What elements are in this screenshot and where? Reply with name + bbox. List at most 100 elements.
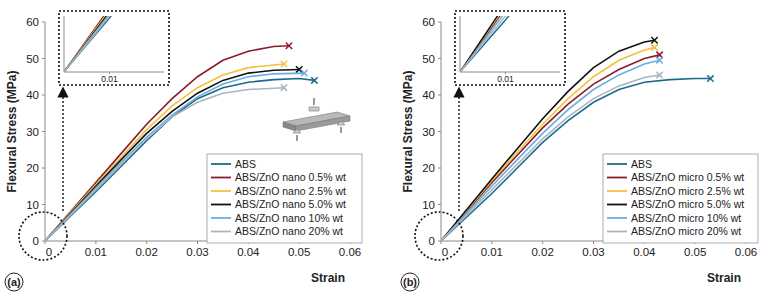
y-tick	[42, 95, 45, 96]
y-tick-label: 50	[422, 53, 435, 65]
x-tick-label: 0	[46, 246, 52, 258]
zoom-circle	[19, 212, 67, 260]
support	[337, 121, 345, 125]
y-tick	[438, 204, 441, 205]
inset-series-line	[64, 16, 164, 72]
x-tick	[441, 241, 442, 244]
inset-series-line	[64, 16, 164, 72]
legend-swatch	[211, 177, 231, 179]
end-marker	[707, 75, 713, 81]
beam-end	[283, 122, 296, 131]
y-tick-label: 50	[26, 53, 39, 65]
load-arrow	[313, 98, 315, 105]
inset-series-line	[64, 16, 164, 72]
legend-swatch	[211, 231, 231, 233]
legend-label: ABS/ZnO nano 5.0% wt	[235, 198, 346, 210]
inset-x-axis	[64, 72, 164, 73]
legend-label: ABS/ZnO nano 20% wt	[235, 225, 343, 237]
y-tick-label: 60	[422, 16, 435, 28]
x-axis-label: Strain	[707, 271, 741, 285]
zoom-circle	[415, 212, 463, 260]
x-tick	[146, 241, 147, 244]
x-tick-label: 0.04	[633, 246, 656, 258]
x-tick-label: 0.05	[684, 246, 706, 258]
inset-frame	[59, 11, 169, 85]
inset-series-line	[460, 16, 560, 72]
legend-swatch	[211, 217, 231, 219]
y-tick-label: 10	[26, 199, 39, 211]
x-tick-label: 0.05	[288, 246, 310, 258]
y-tick	[438, 95, 441, 96]
y-tick	[42, 22, 45, 23]
y-tick	[438, 58, 441, 59]
x-tick	[95, 241, 96, 244]
legend-swatch	[607, 177, 627, 179]
legend-swatch	[211, 204, 231, 206]
y-tick-label: 40	[26, 89, 39, 101]
legend-label: ABS/ZnO nano 10% wt	[235, 212, 343, 224]
legend-label: ABS/ZnO micro 20% wt	[631, 225, 741, 237]
end-marker	[651, 44, 657, 50]
x-tick	[542, 241, 543, 244]
legend: ABSABS/ZnO nano 0.5% wtABS/ZnO nano 2.5%…	[207, 154, 362, 243]
inset-x-tick-label: 0.01	[101, 74, 118, 84]
y-tick-label: 20	[422, 162, 435, 174]
inset-frame	[455, 11, 565, 85]
inset-plot	[64, 16, 164, 72]
panel-label-circle	[401, 273, 419, 291]
x-tick-label: 0.03	[582, 246, 604, 258]
x-tick-label: 0.04	[237, 246, 260, 258]
y-tick-label: 60	[26, 16, 39, 28]
panel: 010203040506000.010.020.030.040.050.06Fl…	[5, 0, 362, 291]
x-axis-label: Strain	[311, 271, 345, 285]
end-marker	[311, 77, 317, 83]
end-marker	[656, 57, 662, 63]
y-tick-label: 30	[26, 126, 39, 138]
y-tick-label: 30	[422, 126, 435, 138]
y-tick-label: 0	[429, 235, 435, 247]
legend-label: ABS/ZnO micro 0.5% wt	[631, 171, 744, 183]
y-tick	[438, 22, 441, 23]
inset-series-line	[64, 16, 164, 72]
inset-series-line	[64, 16, 164, 72]
zoom-arrow	[62, 92, 63, 211]
inset-x-axis	[460, 72, 560, 73]
end-marker	[286, 43, 292, 49]
inset-series-line	[460, 16, 560, 72]
x-tick	[491, 241, 492, 244]
panel-label: (b)	[403, 276, 417, 288]
zoom-arrow	[458, 92, 459, 211]
figure: 0 10 20 30 40 50 60 0 0.01 0.02 0.03 0.04 0.05 0.06 Fl…	[0, 0, 761, 296]
legend-frame	[603, 154, 758, 243]
panel-label-circle	[5, 273, 23, 291]
legend-swatch	[607, 163, 627, 165]
x-tick-label: 0.06	[735, 246, 757, 258]
end-marker	[281, 61, 287, 67]
legend-swatch	[607, 231, 627, 233]
y-tick	[42, 131, 45, 132]
x-tick-label: 0.01	[85, 246, 107, 258]
y-tick	[438, 131, 441, 132]
legend-swatch	[607, 190, 627, 192]
x-tick	[593, 241, 594, 244]
y-tick	[438, 168, 441, 169]
y-tick	[42, 168, 45, 169]
x-tick-label: 0.02	[135, 246, 157, 258]
panel: 010203040506000.010.020.030.040.050.06Fl…	[401, 0, 758, 291]
inset-series-line	[460, 16, 560, 72]
y-axis-label: Flexural Stress (MPa)	[401, 70, 415, 192]
y-tick	[42, 204, 45, 205]
inset-x-tick-label: 0.01	[497, 74, 514, 84]
legend-frame	[207, 154, 362, 243]
inset-series-line	[460, 16, 560, 72]
end-marker	[656, 72, 662, 78]
legend-label: ABS/ZnO micro 5.0% wt	[631, 198, 744, 210]
x-tick-label: 0.06	[339, 246, 361, 258]
inset-series-line	[64, 16, 164, 72]
legend-label: ABS/ZnO micro 2.5% wt	[631, 185, 744, 197]
inset-plot	[460, 16, 560, 72]
legend-label: ABS	[235, 158, 256, 170]
load-nose	[309, 107, 319, 111]
x-tick	[197, 241, 198, 244]
x-tick-label: 0.01	[481, 246, 503, 258]
